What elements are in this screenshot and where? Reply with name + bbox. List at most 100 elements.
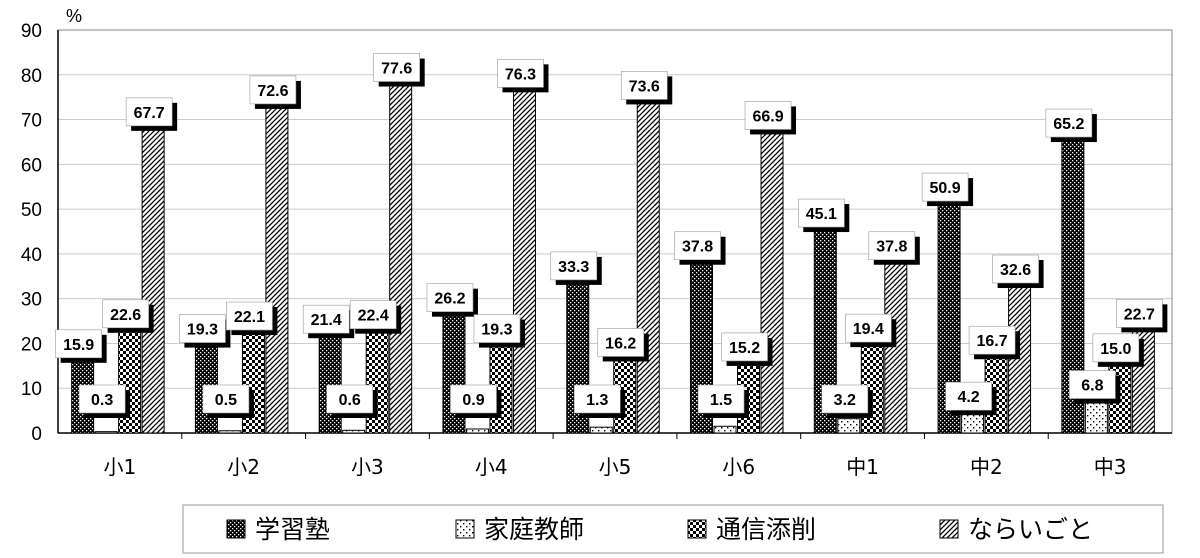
data-label-box (868, 231, 916, 261)
data-label: 19.3 (481, 322, 512, 339)
y-tick-label: 90 (21, 21, 42, 42)
y-tick-label: 40 (21, 245, 42, 266)
x-category-label: 小5 (599, 455, 632, 479)
x-category-label: 中1 (846, 455, 879, 479)
data-label-box (597, 328, 645, 357)
y-tick-label: 60 (21, 155, 42, 176)
data-label-box (968, 325, 1016, 355)
y-tick-label: 0 (31, 424, 42, 445)
y-tick-label: 70 (21, 111, 42, 132)
data-label: 22.6 (110, 307, 141, 324)
data-label: 0.3 (91, 392, 113, 409)
data-label-box (326, 384, 373, 414)
data-label-box (78, 384, 126, 414)
data-label-box (798, 198, 845, 228)
bar-ならいごと (141, 129, 165, 434)
data-label: 72.6 (257, 83, 288, 100)
bars (71, 85, 1155, 434)
legend-label: ならいごと (968, 515, 1093, 544)
data-label-box (249, 75, 297, 105)
data-label-box (450, 384, 497, 414)
bar-家庭教師 (961, 413, 985, 434)
data-label-box (125, 97, 173, 127)
data-label: 67.7 (134, 105, 165, 122)
bar-家庭教師 (465, 428, 489, 434)
x-category-label: 小4 (475, 455, 508, 479)
data-label: 77.6 (381, 61, 412, 78)
data-label: 37.8 (682, 239, 713, 256)
data-labels: 15.9 0.3 22.6 67.7 19.3 0.5 22.1 72.6 21.4 0.6 22.… (55, 53, 1168, 418)
legend-swatch (687, 519, 707, 539)
data-label-box (1069, 370, 1116, 399)
bar-家庭教師 (218, 430, 242, 434)
bar-家庭教師 (342, 429, 366, 434)
x-category-label: 小1 (104, 455, 137, 479)
bar-家庭教師 (94, 431, 118, 434)
y-tick-label: 80 (21, 66, 42, 87)
data-label: 19.3 (187, 322, 218, 339)
data-label-box (55, 329, 102, 359)
data-label-box (945, 381, 992, 411)
bar-家庭教師 (713, 425, 737, 434)
data-label: 0.5 (215, 392, 237, 409)
bar-ならいごと (389, 85, 413, 434)
data-label-box (573, 384, 621, 414)
data-label: 0.9 (462, 392, 484, 409)
y-unit-label: % (66, 6, 82, 26)
bar-ならいごと (512, 90, 536, 434)
data-label: 22.1 (234, 309, 265, 326)
x-category-label: 小2 (227, 455, 260, 479)
data-label-box (179, 314, 226, 343)
data-label-box (1092, 333, 1140, 363)
data-label: 65.2 (1053, 116, 1084, 133)
data-label: 15.0 (1100, 341, 1131, 358)
bar-家庭教師 (589, 426, 613, 434)
data-label-box (302, 304, 350, 334)
y-tick-label: 20 (21, 334, 42, 355)
x-category-label: 中3 (1094, 455, 1127, 479)
data-label-box (845, 313, 892, 343)
legend: 学習塾 家庭教師 通信添削 ならいごと (182, 504, 1164, 554)
legend-label: 通信添削 (716, 515, 816, 544)
data-label: 32.6 (1000, 262, 1031, 279)
axes: 0 10 20 30 40 50 60 70 80 90% 小1 小2 小3 小4 小5 小6 中1 中2 中3 (21, 6, 1173, 479)
data-label: 0.6 (339, 392, 361, 409)
data-label: 22.7 (1124, 306, 1155, 323)
data-label: 16.7 (977, 333, 1008, 350)
data-label: 1.5 (710, 392, 732, 409)
data-label-box (473, 314, 521, 343)
bar-家庭教師 (837, 418, 861, 434)
data-label: 4.2 (957, 389, 979, 406)
data-label-box (992, 254, 1039, 284)
data-label: 16.2 (605, 335, 636, 352)
bar-ならいごと (636, 102, 660, 434)
bar-通信添削 (241, 333, 265, 434)
data-label-box (674, 231, 721, 261)
y-tick-label: 50 (21, 200, 42, 221)
data-label: 1.3 (586, 392, 608, 409)
data-label-box (744, 101, 792, 130)
y-tick-label: 10 (21, 379, 42, 400)
data-label: 15.9 (63, 337, 94, 354)
x-category-label: 小3 (351, 455, 384, 479)
data-label: 21.4 (311, 312, 342, 329)
bar-ならいごと (1008, 286, 1032, 434)
legend-swatch (939, 519, 959, 539)
data-label: 37.8 (876, 239, 907, 256)
bar-ならいごと (760, 132, 784, 434)
data-label: 19.4 (853, 321, 884, 338)
data-label: 50.9 (930, 180, 961, 197)
data-label-box (497, 59, 544, 88)
bar-ならいごと (884, 263, 908, 434)
data-label-box (620, 71, 668, 100)
x-category-label: 小6 (722, 455, 755, 479)
data-label-box (1045, 108, 1093, 138)
data-label: 66.9 (752, 108, 783, 125)
y-tick-label: 30 (21, 290, 42, 311)
bar-家庭教師 (1084, 402, 1108, 434)
data-label-box (721, 332, 768, 362)
data-label: 3.2 (834, 392, 856, 409)
legend-swatch (455, 519, 475, 539)
